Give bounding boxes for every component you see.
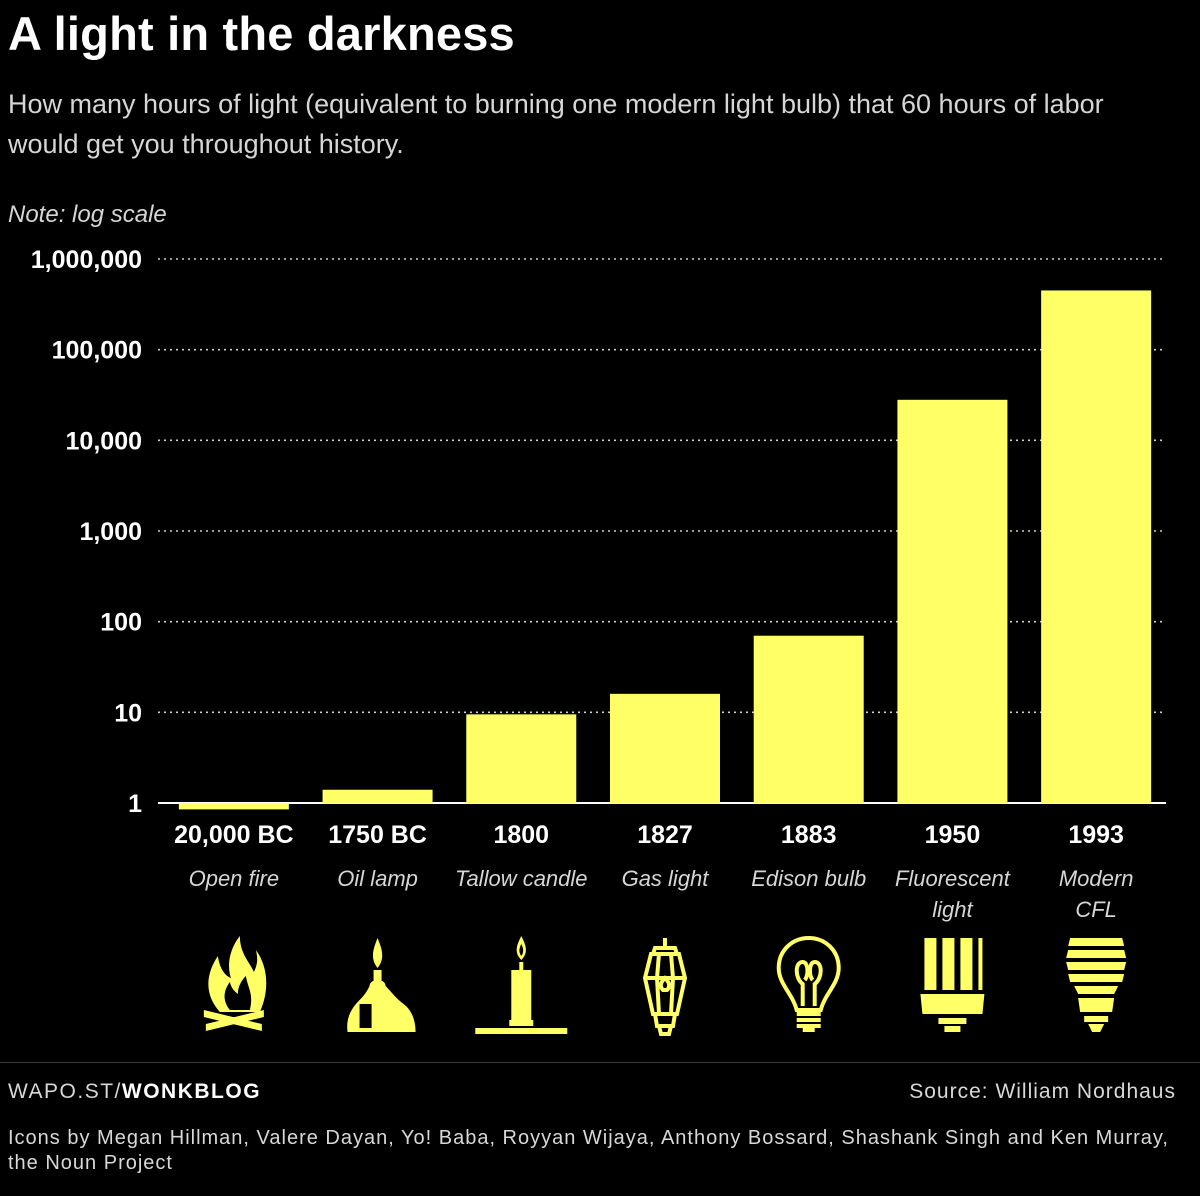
- category-sublabel: Oil lamp: [337, 866, 418, 891]
- x-tick-label: 1883: [781, 821, 837, 849]
- category-sublabel: Open fire: [189, 866, 280, 891]
- category-sublabel: Modern: [1059, 866, 1134, 891]
- bar-chart: 1 10 100 1,000 10,000 100,000 1,000,000 20,000 …: [31, 246, 1166, 1036]
- y-tick-label: 1: [128, 790, 142, 818]
- y-tick-label: 1,000: [79, 518, 142, 546]
- y-tick-label: 100,000: [52, 337, 142, 365]
- category-sublabel: Fluorescent: [895, 866, 1011, 891]
- cfl-bulb-icon: [1066, 938, 1127, 1032]
- bar: [610, 693, 720, 803]
- fluorescent-light-icon: [920, 938, 985, 1032]
- chart-subtitle: How many hours of light (equivalent to b…: [8, 89, 1104, 159]
- fire-icon: [203, 936, 267, 1031]
- y-tick-label: 10: [114, 699, 142, 727]
- site-prefix: WAPO.ST/: [8, 1080, 122, 1103]
- x-tick-label: 1800: [493, 821, 549, 849]
- category-sublabel: Edison bulb: [751, 866, 866, 891]
- category-sublabel: light: [932, 897, 973, 922]
- gas-light-icon: [643, 936, 687, 1036]
- x-tick-label: 1950: [925, 821, 981, 849]
- x-tick-label: 1750 BC: [328, 821, 427, 849]
- icon-credits: Icons by Megan Hillman, Valere Dayan, Yo…: [8, 1127, 1169, 1174]
- footer-divider: [0, 1062, 1200, 1063]
- chart-title: A light in the darkness: [8, 7, 515, 60]
- scale-note: Note: log scale: [8, 201, 167, 228]
- x-tick-label: 1827: [637, 821, 693, 849]
- edison-bulb-icon: [776, 936, 841, 1032]
- bar: [1041, 290, 1152, 803]
- bar: [897, 399, 1008, 803]
- bar: [466, 714, 577, 803]
- category-sublabel: CFL: [1075, 897, 1117, 922]
- bar: [753, 635, 864, 803]
- x-tick-label: 1993: [1068, 821, 1124, 849]
- x-tick-label: 20,000 BC: [174, 821, 294, 849]
- bar: [178, 803, 289, 810]
- y-tick-label: 10,000: [66, 427, 142, 455]
- y-tick-label: 100: [100, 609, 142, 637]
- site-blog-name: WONKBLOG: [121, 1080, 262, 1103]
- oil-lamp-icon: [347, 938, 416, 1032]
- bar: [322, 789, 433, 803]
- category-sublabel: Tallow candle: [455, 866, 588, 891]
- candle-icon: [475, 936, 568, 1034]
- y-tick-label: 1,000,000: [31, 246, 142, 274]
- source-note: Source: William Nordhaus: [909, 1080, 1176, 1103]
- site-credit[interactable]: WAPO.ST/WONKBLOG: [8, 1080, 261, 1104]
- category-sublabel: Gas light: [622, 866, 710, 891]
